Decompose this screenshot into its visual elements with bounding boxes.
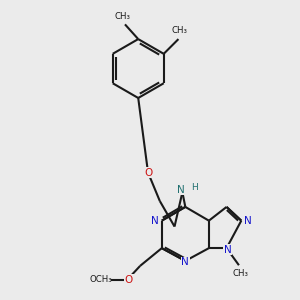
Text: O: O — [144, 168, 152, 178]
Text: N: N — [152, 216, 159, 226]
Text: N: N — [177, 185, 185, 195]
Text: N: N — [182, 257, 189, 267]
Text: N: N — [244, 216, 252, 226]
Text: OCH₃: OCH₃ — [89, 275, 112, 284]
Text: H: H — [191, 183, 198, 192]
Text: CH₃: CH₃ — [115, 12, 130, 21]
Text: CH₃: CH₃ — [171, 26, 187, 35]
Text: O: O — [125, 274, 133, 285]
Text: N: N — [224, 244, 232, 255]
Text: CH₃: CH₃ — [232, 269, 248, 278]
